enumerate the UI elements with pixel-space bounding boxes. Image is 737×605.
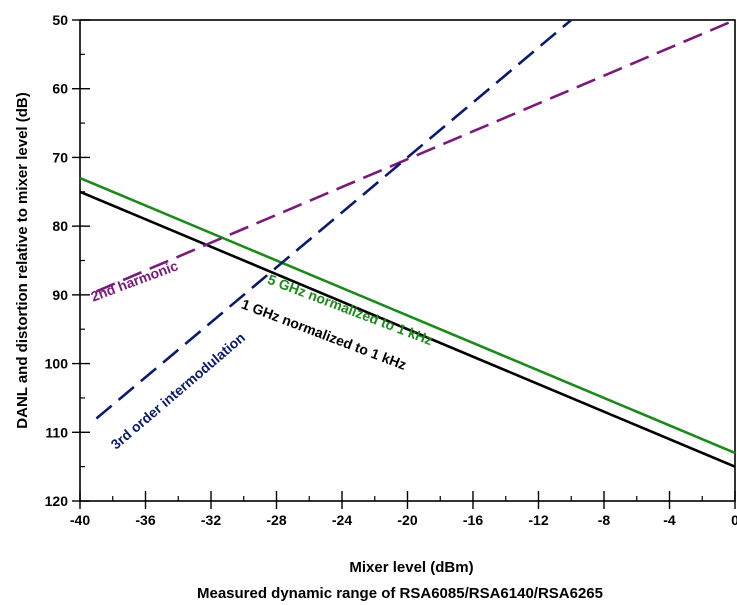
y-tick-label: 70 bbox=[52, 149, 68, 165]
x-tick-label: -8 bbox=[598, 512, 611, 528]
x-tick-label: -12 bbox=[528, 512, 548, 528]
y-tick-label: 120 bbox=[45, 493, 69, 509]
chart-caption: Measured dynamic range of RSA6085/RSA614… bbox=[197, 585, 603, 602]
x-axis-title: Mixer level (dBm) bbox=[349, 559, 473, 576]
y-tick-label: 90 bbox=[52, 287, 68, 303]
x-tick-label: -32 bbox=[201, 512, 221, 528]
series-label-2: 2nd harmonic bbox=[89, 257, 181, 304]
series-line-3 bbox=[95, 19, 573, 420]
y-tick-label: 60 bbox=[52, 81, 68, 97]
x-tick-label: 0 bbox=[731, 512, 737, 528]
x-tick-label: -16 bbox=[463, 512, 483, 528]
series-line-0 bbox=[79, 176, 736, 455]
plot-frame bbox=[79, 19, 736, 502]
series-line-2 bbox=[95, 18, 736, 293]
y-tick-label: 100 bbox=[45, 356, 69, 372]
series-line-1 bbox=[79, 190, 736, 468]
x-tick-label: -24 bbox=[332, 512, 352, 528]
x-tick-label: -20 bbox=[397, 512, 417, 528]
x-tick-label: -4 bbox=[663, 512, 676, 528]
x-tick-label: -36 bbox=[135, 512, 155, 528]
x-tick-label: -40 bbox=[70, 512, 90, 528]
y-tick-label: 50 bbox=[52, 12, 68, 28]
y-tick-label: 80 bbox=[52, 218, 68, 234]
x-tick-label: -28 bbox=[266, 512, 286, 528]
y-tick-label: 110 bbox=[45, 424, 68, 440]
y-axis-title: DANL and distortion relative to mixer le… bbox=[14, 92, 31, 428]
